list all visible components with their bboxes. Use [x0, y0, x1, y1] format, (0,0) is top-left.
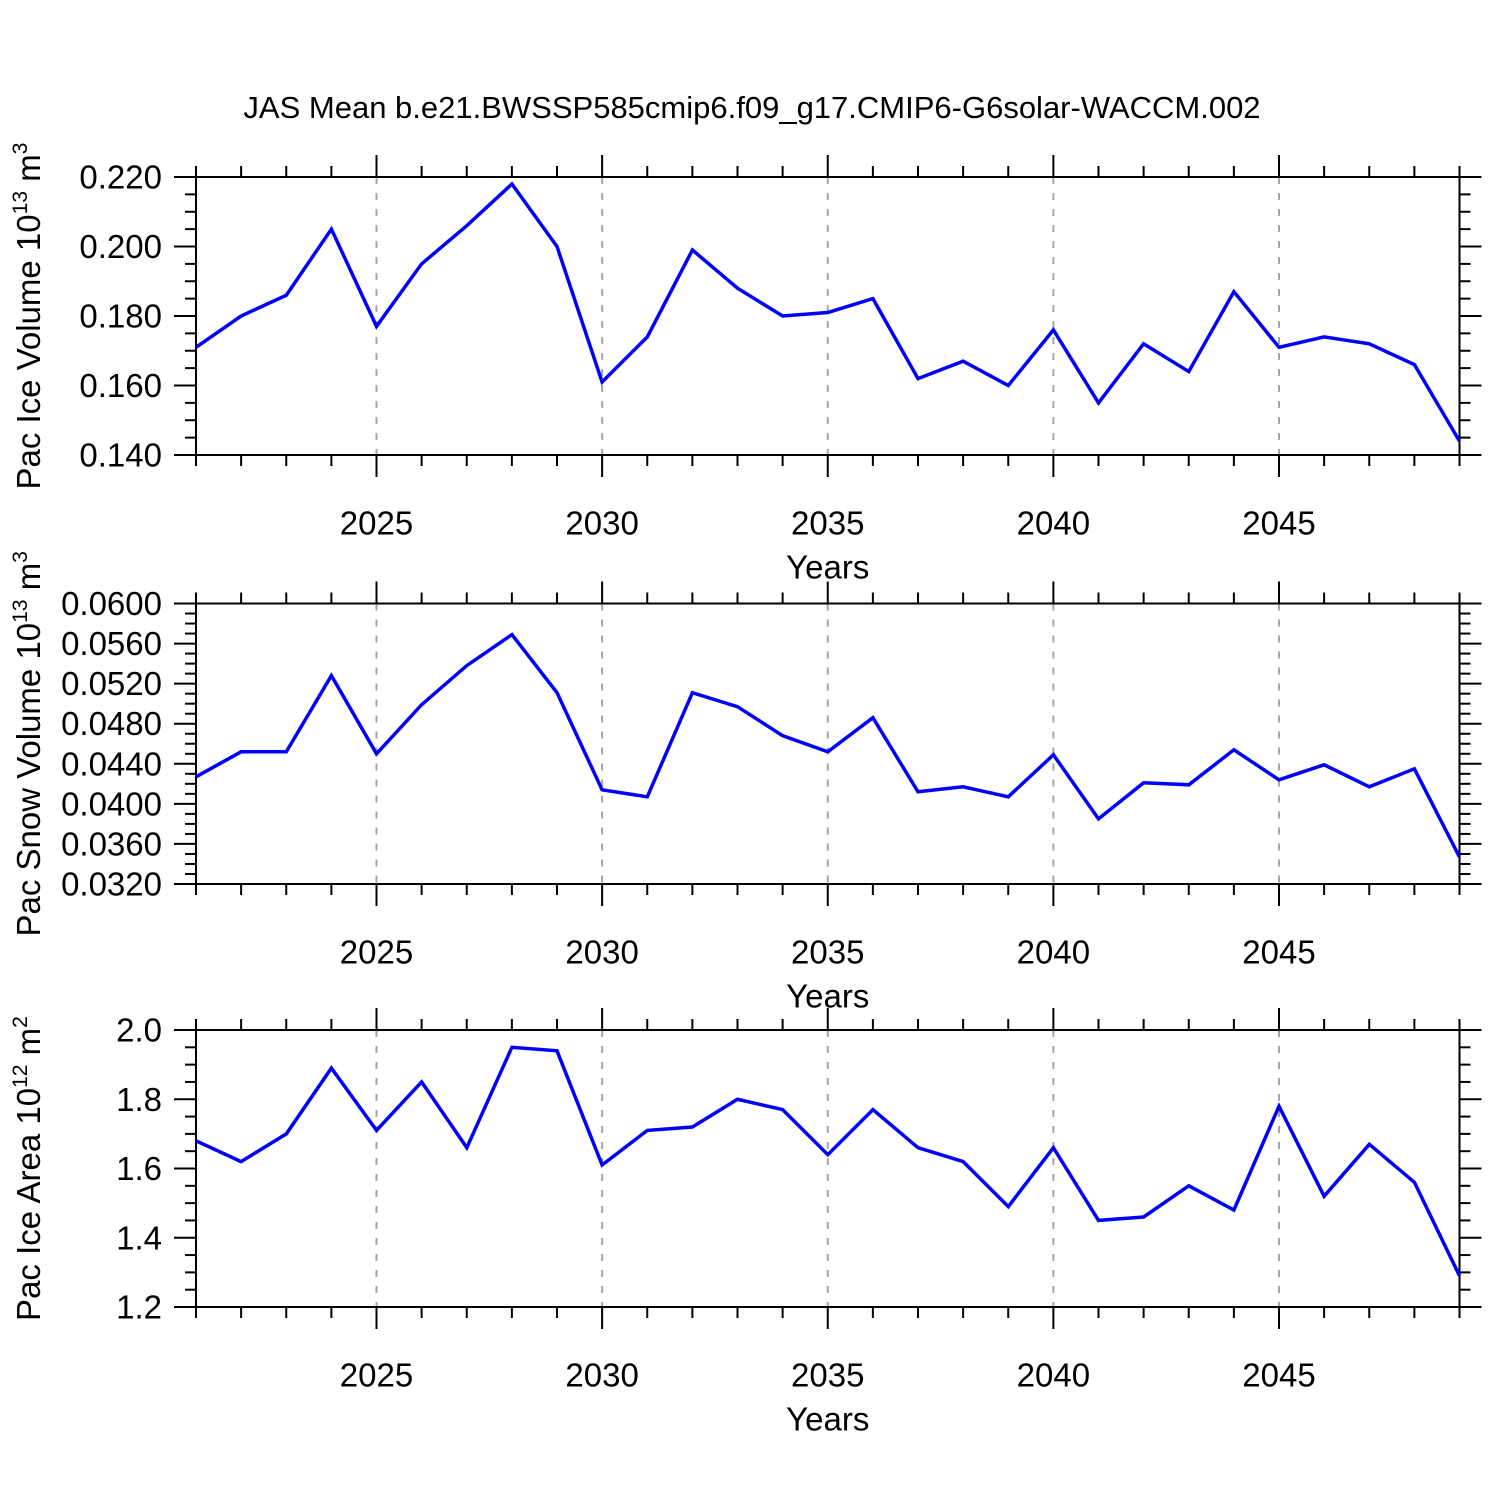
- x-tick-label: 2040: [1017, 505, 1090, 542]
- x-tick-label: 2025: [340, 1357, 413, 1394]
- y-tick-label: 0.0520: [61, 665, 162, 702]
- y-tick-label: 0.0600: [61, 585, 162, 622]
- panel-ice-volume: 0.140 0.160 0.180 0.200 0.220 2025 2030 2035 204…: [9, 142, 1482, 586]
- y-axis-title: Pac Snow Volume 1013 m3: [9, 551, 47, 937]
- y-tick-label: 1.8: [116, 1081, 162, 1118]
- data-line-pac-ice-area: [195, 1045, 1462, 1277]
- panel-ice-area: 1.2 1.4 1.6 1.8 2.0 2025 2030 2035 2040 2045 Years…: [9, 1008, 1482, 1438]
- x-tick-label: 2025: [340, 505, 413, 542]
- y-tick-label: 1.4: [116, 1219, 162, 1256]
- x-tick-label: 2035: [791, 934, 864, 971]
- x-tick-label: 2030: [565, 505, 638, 542]
- x-tick-label: 2045: [1242, 505, 1315, 542]
- y-tick-label: 0.0320: [61, 866, 162, 903]
- y-tick-label: 0.220: [79, 159, 162, 196]
- y-tick-label: 0.0400: [61, 785, 162, 822]
- x-tick-label: 2035: [791, 1357, 864, 1394]
- y-tick-label: 0.0360: [61, 825, 162, 862]
- y-axis-title: Pac Ice Area 1012 m2: [9, 1016, 47, 1321]
- panel-snow-volume: 0.0320 0.03600.04000.04400.04800.05200.05…: [9, 551, 1482, 1015]
- x-tick-label: 2040: [1017, 934, 1090, 971]
- data-line-pac-ice-volume: [195, 181, 1462, 442]
- figure-title: JAS Mean b.e21.BWSSP585cmip6.f09_g17.CMI…: [243, 90, 1260, 125]
- x-axis-title: Years: [786, 549, 869, 586]
- y-tick-label: 1.6: [116, 1150, 162, 1187]
- y-tick-label: 0.200: [79, 228, 162, 265]
- y-tick-label: 0.180: [79, 298, 162, 335]
- y-tick-label: 0.160: [79, 367, 162, 404]
- y-tick-label: 0.0560: [61, 625, 162, 662]
- axis-box: [195, 602, 1461, 885]
- y-tick-label: 0.0480: [61, 705, 162, 742]
- x-tick-label: 2045: [1242, 1357, 1315, 1394]
- x-tick-label: 2035: [791, 505, 864, 542]
- x-tick-label: 2025: [340, 934, 413, 971]
- y-axis-title: Pac Ice Volume 1013 m3: [9, 142, 47, 489]
- axis-box: [195, 176, 1461, 456]
- x-tick-label: 2030: [565, 1357, 638, 1394]
- y-tick-label: 0.0440: [61, 745, 162, 782]
- x-tick-label: 2030: [565, 934, 638, 971]
- axis-box: [195, 1029, 1461, 1308]
- y-tick-label: 2.0: [116, 1012, 162, 1049]
- y-tick-label: 1.2: [116, 1289, 162, 1326]
- x-tick-label: 2045: [1242, 934, 1315, 971]
- x-axis-title: Years: [786, 1401, 869, 1438]
- x-tick-label: 2040: [1017, 1357, 1090, 1394]
- data-line-pac-snow-volume: [195, 632, 1462, 858]
- y-tick-label: 0.140: [79, 437, 162, 474]
